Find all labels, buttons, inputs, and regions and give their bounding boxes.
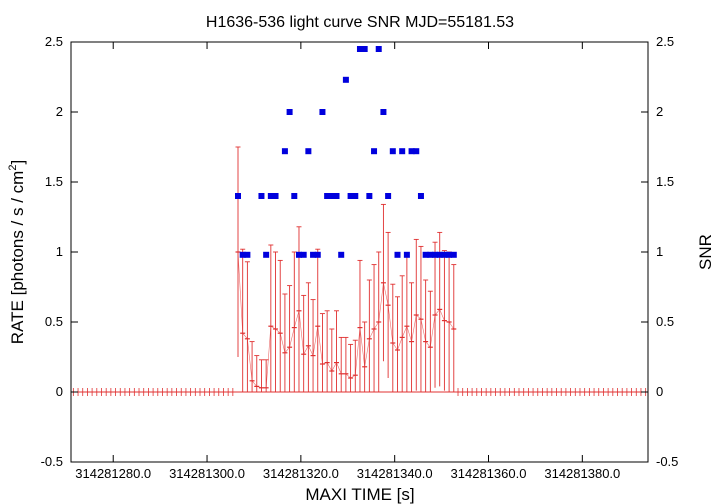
x-tick-label: 314281360.0 bbox=[451, 466, 527, 481]
y-axis-title-tail: ] bbox=[8, 160, 27, 165]
snr-point bbox=[394, 251, 401, 258]
y2-tick-label: 2 bbox=[656, 104, 663, 119]
x-tick-label: 314281380.0 bbox=[544, 466, 620, 481]
snr-point bbox=[305, 148, 312, 155]
snr-point bbox=[244, 251, 251, 258]
snr-point bbox=[366, 193, 373, 199]
y2-tick-label: -0.5 bbox=[656, 454, 678, 469]
y2-tick-label: 0 bbox=[656, 384, 663, 399]
y-tick-label: 2.5 bbox=[45, 34, 63, 49]
snr-point bbox=[422, 251, 429, 258]
snr-point bbox=[389, 148, 396, 155]
tick-layer: -0.5 -0.5 0 0 0.5 0.5 1 1 1.5 1.5 2 2 2.5 2.5 31428128… bbox=[41, 34, 679, 481]
snr-point bbox=[239, 251, 246, 258]
snr-point bbox=[450, 251, 457, 258]
snr-point bbox=[263, 251, 270, 258]
y2-tick-label: 1 bbox=[656, 244, 663, 259]
snr-point bbox=[446, 251, 453, 258]
y-tick-label: 2 bbox=[56, 104, 63, 119]
snr-point bbox=[300, 251, 307, 258]
snr-point bbox=[319, 109, 326, 115]
snr-point bbox=[385, 193, 392, 199]
rate-connector bbox=[237, 251, 455, 389]
y-tick-label: 1.5 bbox=[45, 174, 63, 189]
snr-point bbox=[281, 148, 288, 155]
y-tick-label: 1 bbox=[56, 244, 63, 259]
snr-point bbox=[310, 251, 317, 258]
snr-point bbox=[371, 148, 378, 155]
snr-point bbox=[399, 148, 406, 155]
snr-point bbox=[342, 76, 349, 83]
snr-point bbox=[291, 193, 298, 199]
plot-frame bbox=[70, 41, 649, 463]
snr-point bbox=[324, 193, 331, 199]
snr-point bbox=[347, 193, 354, 199]
y-tick-label: 0 bbox=[56, 384, 63, 399]
x-axis-title: MAXI TIME [s] bbox=[305, 485, 414, 504]
x-tick-label: 314281340.0 bbox=[357, 466, 433, 481]
series-layer bbox=[71, 46, 648, 396]
x-tick-label: 314281320.0 bbox=[263, 466, 339, 481]
snr-point bbox=[408, 148, 415, 155]
snr-point bbox=[235, 193, 242, 199]
snr-point bbox=[427, 251, 434, 258]
x-tick-label: 314281280.0 bbox=[75, 466, 151, 481]
snr-point bbox=[361, 46, 368, 52]
snr-point bbox=[403, 251, 410, 258]
snr-point bbox=[436, 251, 443, 258]
snr-point bbox=[441, 251, 448, 258]
x-tick-label: 314281300.0 bbox=[169, 466, 245, 481]
snr-point bbox=[380, 109, 387, 115]
snr-point bbox=[352, 193, 359, 199]
y-axis-title: RATE [photons / s / cm2] bbox=[7, 160, 27, 344]
y2-tick-label: 1.5 bbox=[656, 174, 674, 189]
y2-axis-title: SNR bbox=[696, 234, 715, 270]
y-tick-label: -0.5 bbox=[41, 454, 63, 469]
snr-point bbox=[338, 251, 345, 258]
snr-point bbox=[413, 148, 420, 155]
snr-point bbox=[432, 251, 439, 258]
y-axis-title-main: RATE [photons / s / cm bbox=[8, 171, 27, 345]
snr-point bbox=[258, 193, 265, 199]
y-axis-title-superscript: 2 bbox=[7, 165, 19, 171]
y-tick-label: 0.5 bbox=[45, 314, 63, 329]
snr-point bbox=[356, 46, 363, 52]
snr-point bbox=[267, 193, 274, 199]
y2-tick-label: 0.5 bbox=[656, 314, 674, 329]
snr-point bbox=[295, 251, 302, 258]
snr-point bbox=[272, 193, 279, 199]
snr-point bbox=[333, 193, 340, 199]
snr-point bbox=[375, 46, 382, 52]
snr-point bbox=[314, 251, 321, 258]
y2-tick-label: 2.5 bbox=[656, 34, 674, 49]
chart-title: H1636-536 light curve SNR MJD=55181.53 bbox=[206, 14, 514, 31]
snr-point bbox=[328, 193, 335, 199]
snr-point bbox=[286, 109, 293, 115]
snr-point bbox=[417, 193, 424, 199]
